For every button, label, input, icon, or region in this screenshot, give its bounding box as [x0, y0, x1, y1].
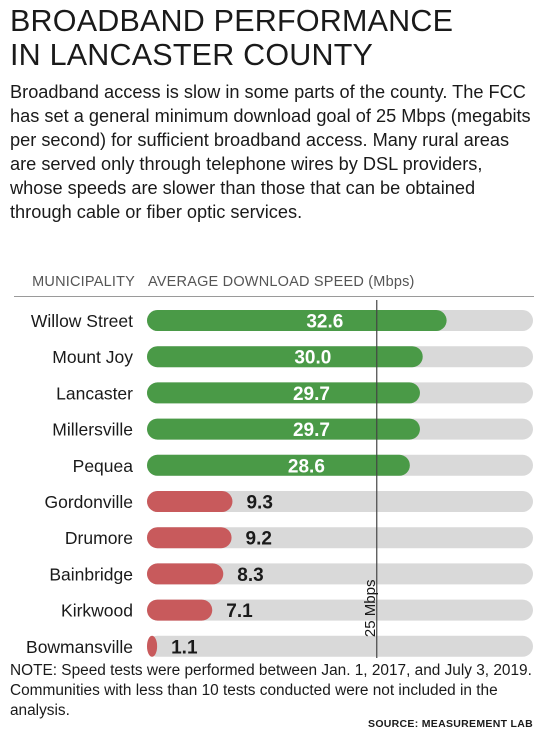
reference-line-label: 25 Mbps: [362, 580, 379, 638]
value-label: 28.6: [288, 456, 325, 477]
category-label: Bainbridge: [49, 564, 133, 584]
bar: [147, 418, 420, 440]
value-label: 9.3: [246, 493, 272, 514]
bar-track: [147, 599, 533, 621]
category-label: Pequea: [73, 456, 134, 476]
value-label: 29.7: [293, 420, 330, 441]
bar-track: [147, 635, 533, 657]
bar: [147, 382, 420, 404]
category-label: Kirkwood: [61, 601, 133, 621]
page-title: BROADBAND PERFORMANCE IN LANCASTER COUNT…: [10, 4, 535, 72]
value-label: 29.7: [293, 384, 330, 405]
source-credit: SOURCE: MEASUREMENT LAB: [368, 718, 533, 730]
municipality-column-header: MUNICIPALITY: [32, 274, 135, 290]
bar-track: [147, 563, 533, 585]
title-line-1: BROADBAND PERFORMANCE: [10, 4, 454, 38]
title-line-2: IN LANCASTER COUNTY: [10, 38, 374, 72]
category-label: Bowmansville: [26, 637, 133, 657]
bar: [147, 454, 410, 476]
intro-text: Broadband access is slow in some parts o…: [10, 82, 531, 222]
category-label: Millersville: [52, 420, 133, 440]
value-label: 8.3: [237, 565, 263, 586]
value-label: 1.1: [171, 637, 198, 658]
value-label: 32.6: [306, 312, 343, 333]
bar: [147, 310, 447, 331]
value-label: 7.1: [226, 601, 253, 622]
value-label: 9.2: [246, 529, 272, 550]
bar: [147, 527, 232, 549]
bar: [147, 346, 423, 368]
bar-track: [147, 491, 533, 512]
bar: [147, 599, 213, 621]
bar-chart: Willow Street Mount Joy Lancaster Millersvi…: [26, 300, 533, 658]
bar: [147, 491, 233, 512]
bar: [147, 563, 224, 585]
category-label: Willow Street: [31, 311, 133, 331]
header-divider: [14, 296, 534, 297]
bar-track: [147, 527, 533, 549]
category-label: Mount Joy: [52, 347, 133, 367]
category-label: Lancaster: [56, 383, 133, 403]
value-label: 30.0: [294, 348, 331, 369]
bar: [147, 635, 158, 657]
category-label: Drumore: [65, 528, 133, 548]
speed-column-header: AVERAGE DOWNLOAD SPEED (Mbps): [148, 274, 415, 290]
category-label: Gordonville: [44, 492, 133, 512]
footnote: NOTE: Speed tests were performed between…: [10, 662, 532, 719]
